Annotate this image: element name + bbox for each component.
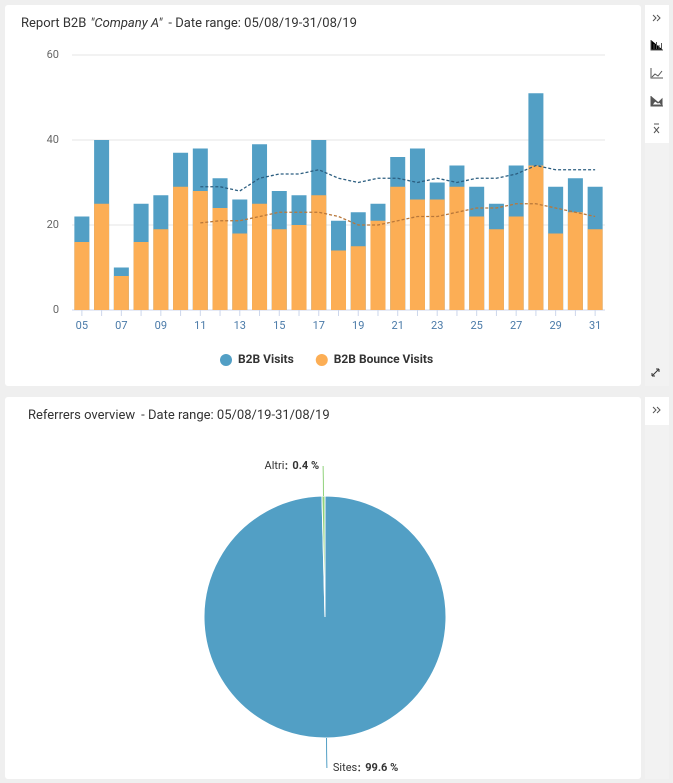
toolbar-buttons (645, 397, 669, 425)
bar-icon[interactable] (650, 40, 663, 51)
x-tick-label: 15 (273, 319, 285, 332)
bar (212, 208, 228, 310)
trend-line (200, 203, 596, 226)
bar (173, 186, 189, 310)
legend-label: B2B Visits (238, 352, 294, 366)
x-tick-label: 21 (392, 319, 404, 332)
x-tick-label: 09 (155, 319, 167, 332)
bar (192, 191, 208, 310)
bar (548, 233, 564, 310)
bar (449, 186, 465, 310)
trend-line (200, 164, 596, 192)
bar (429, 199, 445, 310)
x-tick-label: 17 (313, 319, 325, 332)
bar (271, 229, 287, 310)
label-separator (358, 769, 361, 772)
bar (252, 203, 268, 310)
x-tick-label: 31 (589, 319, 601, 332)
toolbar (645, 397, 669, 779)
bar (567, 212, 583, 310)
legend-marker (315, 354, 328, 366)
x-tick-label: 19 (352, 319, 364, 332)
pie-label-name: Altri (265, 459, 285, 472)
y-tick-label: 20 (47, 218, 59, 231)
bar (508, 216, 524, 310)
bar (587, 229, 603, 310)
expand-icon[interactable] (651, 368, 660, 377)
label-separator (285, 463, 288, 465)
bar (133, 242, 149, 310)
x-tick-label: 23 (431, 319, 443, 332)
bar (528, 165, 544, 310)
bar (330, 250, 347, 310)
title: Report B2B (21, 16, 86, 31)
chart-title: Referrers overview - Date range: 05/08/19… (28, 408, 330, 423)
bar (232, 233, 248, 310)
pie-label: Sites 99.6 % (333, 761, 398, 774)
subtitle: "Company A" (90, 16, 163, 31)
x-tick-label: 13 (234, 319, 246, 332)
legend-label: B2B Bounce Visits (334, 352, 433, 366)
mean-icon[interactable] (653, 123, 660, 134)
date-range: - Date range: 05/08/19-31/08/19 (141, 408, 329, 423)
bar (488, 229, 504, 310)
bar (469, 216, 485, 310)
pie-label-value: 99.6 % (365, 761, 398, 774)
chart-title: Report B2B "Company A" - Date range: 05/08… (21, 16, 357, 31)
x-tick-label: 27 (510, 319, 522, 332)
bar (311, 195, 327, 310)
x-tick-label: 11 (194, 319, 206, 332)
label-separator (285, 467, 288, 470)
bar (153, 229, 169, 310)
collapse-icon[interactable] (652, 406, 661, 414)
pie-label-value: 0.4 % (292, 459, 319, 472)
y-tick-label: 0 (53, 303, 59, 316)
bar (390, 186, 406, 310)
bar (409, 199, 425, 310)
x-tick-label: 07 (115, 319, 127, 332)
title: Referrers overview (28, 408, 135, 423)
x-tick-label: 25 (470, 319, 482, 332)
toolbar-buttons (645, 5, 669, 143)
bar (94, 203, 110, 310)
y-tick-label: 60 (47, 48, 59, 61)
pie-label: Altri 0.4 % (265, 459, 320, 472)
legend-marker (220, 354, 232, 366)
bar (291, 225, 307, 310)
label-separator (358, 765, 361, 767)
pie-label-name: Sites (333, 761, 358, 774)
bar (370, 220, 386, 310)
x-tick-label: 29 (549, 319, 561, 332)
bar (113, 276, 129, 310)
bar (350, 246, 366, 310)
line-icon[interactable] (650, 68, 663, 79)
area-icon[interactable] (650, 96, 663, 107)
date-range: - Date range: 05/08/19-31/08/19 (168, 16, 356, 31)
x-tick-label: 05 (76, 319, 88, 332)
y-tick-label: 40 (47, 133, 59, 146)
bar (74, 242, 90, 310)
collapse-icon[interactable] (652, 14, 661, 22)
